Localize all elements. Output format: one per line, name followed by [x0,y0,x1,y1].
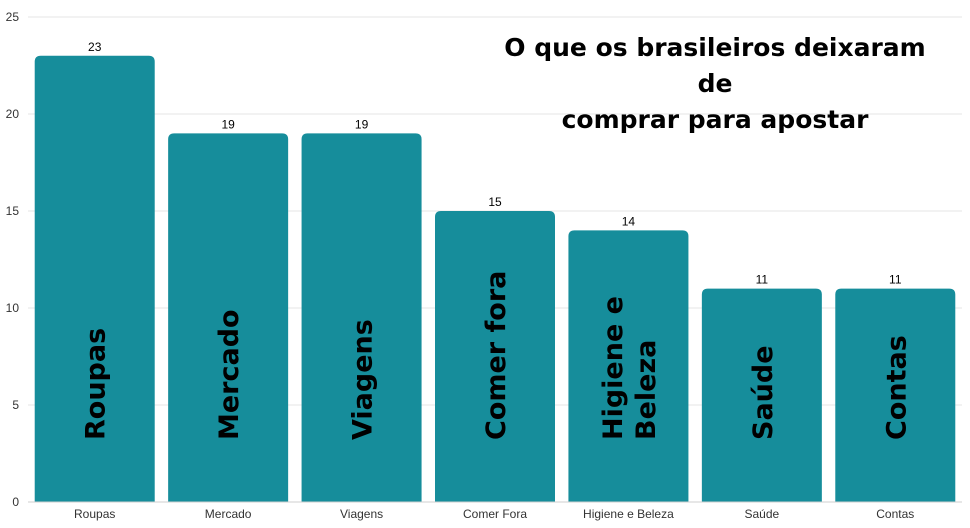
bar-2 [301,133,422,502]
x-tick-label: Contas [876,507,914,521]
y-tick-label: 20 [6,107,20,121]
bar-0 [34,55,155,503]
x-tick-label: Roupas [74,507,115,521]
bar-3 [435,211,555,502]
bar-label-line: Contas [881,335,912,440]
y-tick-label: 15 [6,204,20,218]
bar-5 [701,288,822,502]
bar-label-line: Saúde [748,345,779,440]
bar-label: Contas [881,335,912,440]
data-label: 19 [221,117,235,131]
chart-title-line-1: O que os brasileiros deixaram de [504,33,926,98]
bar-label-line: Viagens [348,319,379,440]
data-label: 19 [355,117,369,131]
y-tick-label: 5 [12,398,19,412]
bar-label-line: Beleza [631,340,662,440]
data-label: 11 [889,273,902,287]
y-tick-label: 10 [6,301,20,315]
x-tick-label: Mercado [205,507,252,521]
bar-label: Roupas [81,328,112,440]
bar-label-line: Comer fora [481,271,512,440]
chart-title: O que os brasileiros deixaram de comprar… [490,30,940,138]
data-label: 23 [88,40,102,54]
bar-label: Mercado [214,309,245,440]
x-tick-label: Comer Fora [463,507,527,521]
bar-label: Higiene eBeleza [598,296,662,440]
bar-4 [568,230,689,502]
data-label: 14 [622,214,636,228]
bar-1 [168,133,289,502]
y-tick-label: 0 [12,495,19,509]
x-tick-label: Viagens [340,507,383,521]
bar-label-line: Roupas [81,328,112,440]
x-tick-label: Saúde [745,507,780,521]
bar-label: Comer fora [481,271,512,440]
bar-label-line: Mercado [214,309,245,440]
chart-title-line-2: comprar para apostar [561,105,869,134]
y-tick-label: 25 [6,10,20,24]
bar-label-line: Higiene e [598,296,629,440]
bar-label: Saúde [748,345,779,440]
x-tick-label: Higiene e Beleza [583,507,674,521]
bar-6 [835,288,956,502]
data-label: 11 [756,273,769,287]
bar-label: Viagens [348,319,379,440]
data-label: 15 [488,195,502,209]
